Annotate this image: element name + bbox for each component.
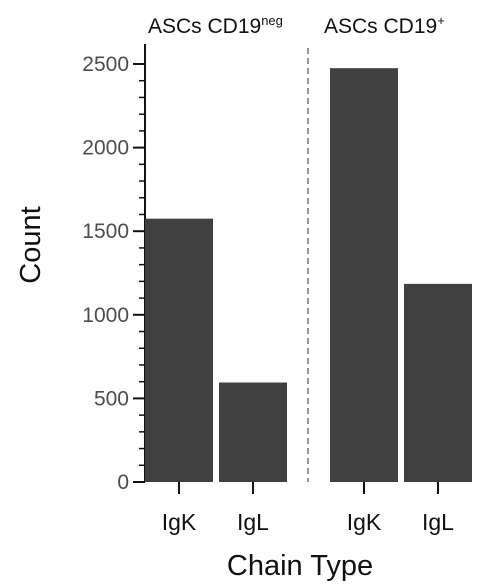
panel-title: ASCs CD19neg [148,13,283,38]
panel-title: ASCs CD19+ [324,13,445,38]
chart-panels: ASCs CD19neg ASCs CD19+ [145,13,472,483]
bar-igk [330,68,398,483]
x-axis: IgK IgL IgK IgL [162,482,454,535]
y-tick-label: 2500 [82,53,129,76]
panel-title-superscript: neg [261,13,283,28]
y-axis: 0 500 1000 1500 2000 2500 [82,44,146,494]
x-tick-label: IgK [347,509,382,535]
y-tick-label: 500 [94,387,129,410]
x-tick-label: IgL [237,509,269,535]
bar-igl [219,382,287,482]
bar-igl [404,283,472,482]
y-axis-title: Count [15,206,47,283]
x-tick-label: IgK [162,509,197,535]
y-tick-label: 2000 [82,137,129,160]
panel-title-superscript: + [437,13,445,28]
panel-1: ASCs CD19neg [145,13,287,482]
panel-title-main: ASCs CD19 [324,15,437,38]
bar-igk [145,218,213,482]
y-tick-label: 0 [117,471,129,494]
y-tick-label: 1000 [82,304,129,327]
x-axis-title: Chain Type [227,550,373,582]
y-tick-label: 1500 [82,220,129,243]
panel-2: ASCs CD19+ [324,13,472,483]
x-tick-label: IgL [422,509,454,535]
panel-title-main: ASCs CD19 [148,15,261,38]
